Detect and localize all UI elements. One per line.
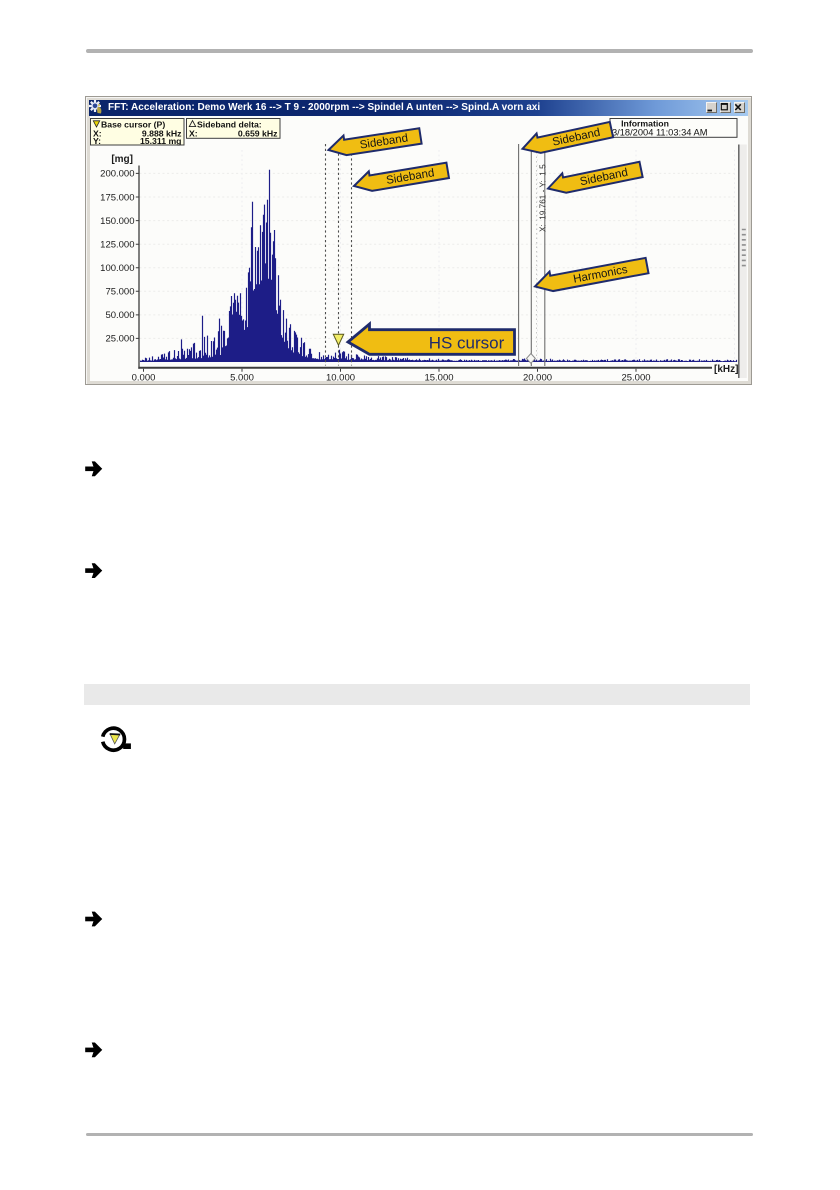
svg-text:100.000: 100.000	[100, 263, 134, 274]
svg-text:10.000: 10.000	[326, 373, 355, 384]
svg-text:15.311 mg: 15.311 mg	[140, 136, 182, 146]
svg-text:9.888 kHz: 9.888 kHz	[142, 129, 182, 139]
svg-text:50.000: 50.000	[105, 310, 134, 321]
svg-text:25.000: 25.000	[105, 334, 134, 345]
svg-text:[kHz]: [kHz]	[714, 364, 738, 375]
svg-text:75.000: 75.000	[105, 287, 134, 298]
svg-text:Y:: Y:	[93, 136, 101, 146]
svg-text:0.659 kHz: 0.659 kHz	[238, 128, 278, 138]
svg-text:X:: X:	[189, 128, 198, 138]
svg-text:5.000: 5.000	[230, 373, 254, 384]
svg-text:15.000: 15.000	[424, 373, 453, 384]
svg-text:3/18/2004 11:03:34 AM: 3/18/2004 11:03:34 AM	[612, 128, 707, 138]
svg-text:Information: Information	[621, 118, 669, 128]
svg-text:X: 19.761 - Y: 1.5: X: 19.761 - Y: 1.5	[539, 164, 548, 232]
svg-text:20.000: 20.000	[523, 373, 552, 384]
svg-text:25.000: 25.000	[621, 373, 650, 384]
svg-text:175.000: 175.000	[100, 192, 134, 203]
svg-text:[mg]: [mg]	[111, 154, 133, 165]
svg-text:125.000: 125.000	[100, 240, 134, 251]
svg-text:HS cursor: HS cursor	[429, 334, 505, 353]
svg-text:Base cursor (P): Base cursor (P)	[101, 120, 165, 130]
svg-text:X:: X:	[93, 129, 102, 139]
svg-text:0.000: 0.000	[132, 373, 156, 384]
svg-text:Sideband delta:: Sideband delta:	[197, 120, 262, 130]
svg-text:200.000: 200.000	[100, 169, 134, 180]
svg-text:150.000: 150.000	[100, 216, 134, 227]
